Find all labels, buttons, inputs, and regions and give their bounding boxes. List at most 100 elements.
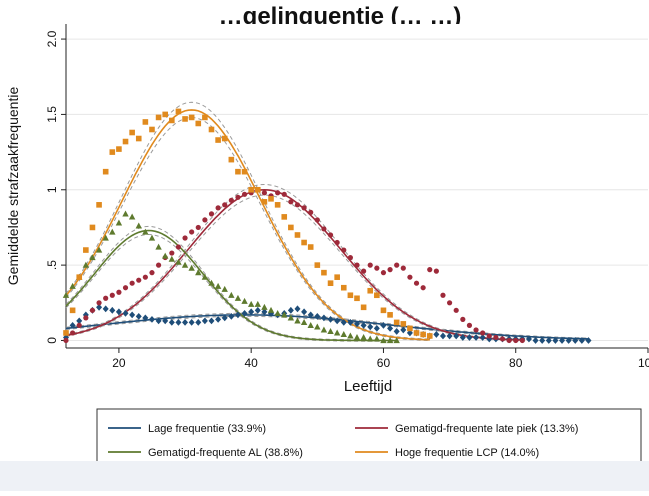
data-point [473, 334, 480, 341]
data-point [221, 285, 228, 292]
data-point [519, 337, 525, 344]
data-point [254, 300, 261, 307]
legend-label: Lage frequentie (33.9%) [148, 423, 266, 435]
data-point [360, 321, 367, 329]
data-point [294, 202, 301, 208]
data-point [294, 317, 301, 324]
data-point [202, 114, 208, 121]
data-point [413, 280, 420, 286]
data-point [149, 126, 155, 133]
data-point [387, 325, 394, 332]
data-point [202, 217, 208, 223]
data-point [440, 292, 446, 298]
data-point [393, 328, 400, 335]
data-point [228, 291, 235, 298]
data-point [274, 309, 281, 316]
data-point [89, 254, 96, 261]
data-point [307, 244, 314, 250]
data-point [380, 321, 387, 329]
data-point [162, 252, 169, 259]
y-tick-label: 1.5 [45, 106, 59, 123]
data-point [175, 108, 182, 115]
data-point [234, 294, 242, 301]
data-point [215, 205, 221, 211]
data-point [314, 312, 321, 320]
data-point [168, 255, 176, 262]
data-point [129, 129, 135, 136]
data-point [314, 217, 320, 223]
legend-label: Gematigd-frequente late piek (13.3%) [395, 423, 578, 435]
data-point [148, 234, 156, 241]
data-point [301, 308, 308, 316]
data-point [96, 300, 102, 306]
data-point [479, 334, 486, 341]
data-point [387, 267, 393, 273]
data-point [247, 300, 255, 307]
data-point [102, 234, 109, 241]
data-point [486, 333, 492, 339]
x-tick-label: 100 [638, 356, 649, 370]
data-point [347, 318, 354, 326]
data-point [354, 262, 360, 268]
confidence-band-upper [65, 101, 430, 340]
data-point [189, 229, 195, 235]
fit-line [65, 229, 397, 342]
data-point [420, 331, 426, 338]
data-point [261, 199, 268, 205]
data-point [215, 315, 222, 323]
data-point [129, 311, 136, 319]
data-point [221, 314, 228, 322]
data-point [148, 315, 155, 323]
data-point [380, 307, 387, 314]
data-point [241, 191, 248, 197]
data-point [480, 330, 486, 336]
data-point [122, 138, 129, 145]
data-point [288, 199, 294, 205]
data-point [506, 337, 512, 344]
data-point [373, 335, 381, 342]
data-point [76, 322, 82, 328]
data-point [103, 295, 109, 301]
data-point [281, 214, 288, 220]
data-point [327, 280, 334, 286]
data-point [188, 264, 195, 271]
y-tick-label: 2.0 [45, 30, 59, 47]
confidence-band-upper [65, 183, 523, 340]
data-point [109, 306, 116, 314]
data-point [267, 306, 275, 313]
data-point [96, 202, 102, 208]
data-point [380, 337, 387, 344]
data-point [228, 312, 235, 320]
data-point [116, 146, 122, 152]
data-point [360, 304, 367, 311]
data-point [62, 291, 70, 298]
data-point [433, 331, 440, 338]
data-point [261, 308, 268, 316]
data-point [63, 334, 69, 341]
data-point [386, 337, 394, 344]
data-point [155, 243, 162, 250]
data-point [413, 330, 420, 336]
data-point [162, 317, 169, 325]
data-point [406, 329, 413, 337]
data-point [294, 305, 301, 313]
data-point [407, 274, 413, 280]
x-tick-label: 80 [509, 356, 523, 370]
data-point [288, 224, 294, 231]
data-point [201, 317, 208, 325]
data-point [142, 314, 149, 322]
data-point [367, 262, 373, 268]
data-point [460, 316, 466, 322]
data-point [466, 322, 473, 328]
data-point [155, 262, 162, 268]
data-point [347, 292, 354, 299]
data-point [275, 190, 281, 196]
data-point [155, 317, 162, 325]
data-point [63, 330, 69, 336]
x-tick-label: 20 [112, 356, 126, 370]
data-point [307, 311, 314, 319]
data-point [274, 202, 281, 208]
data-point [327, 328, 334, 335]
data-point [374, 265, 380, 271]
